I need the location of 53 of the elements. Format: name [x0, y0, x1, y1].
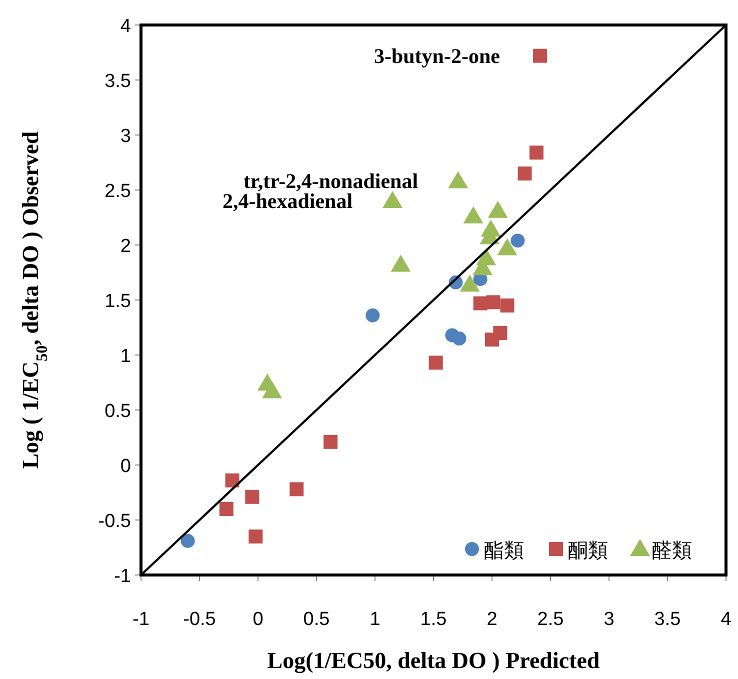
- y-tick-label: 0.5: [104, 401, 131, 422]
- legend-label: 醛類: [652, 538, 692, 562]
- x-tick-label: 0: [252, 609, 264, 630]
- point: [262, 381, 282, 398]
- annotation: tr,tr-2,4-nonadienal: [243, 169, 418, 194]
- point: [428, 356, 443, 370]
- point: [485, 332, 499, 347]
- point: [324, 434, 338, 449]
- point: [248, 530, 263, 544]
- x-tick-label: 1.5: [420, 609, 447, 630]
- point: [180, 534, 195, 548]
- point: [460, 274, 480, 292]
- point: [500, 298, 514, 312]
- point: [225, 473, 240, 488]
- point: [452, 332, 466, 346]
- y-tick-label: 3.5: [104, 71, 131, 92]
- point: [518, 166, 532, 180]
- point: [532, 48, 547, 63]
- y-tick-label: 2.5: [104, 181, 131, 202]
- x-tick-label: -0.5: [183, 609, 216, 630]
- y-tick-label: 4: [120, 16, 132, 37]
- legend-label: 酮類: [568, 538, 608, 562]
- point: [390, 254, 411, 272]
- point: [366, 308, 380, 322]
- point: [473, 296, 488, 310]
- point: [463, 206, 484, 224]
- y-tick-label: 0: [120, 456, 131, 477]
- point: [290, 482, 304, 496]
- annotation: 3-butyn-2-one: [374, 44, 500, 68]
- y-tick-label: -0.5: [98, 511, 131, 532]
- x-tick-label: 4: [720, 609, 732, 630]
- y-tick-label: -1: [114, 566, 131, 587]
- point: [529, 146, 544, 160]
- y-tick-label: 1.5: [104, 291, 131, 312]
- x-tick-label: 3.5: [654, 609, 681, 630]
- point: [510, 234, 525, 248]
- x-tick-label: 2.5: [537, 609, 564, 630]
- point: [245, 490, 260, 504]
- y-tick-label: 3: [120, 126, 131, 147]
- point: [382, 191, 403, 208]
- point: [488, 200, 508, 218]
- y-tick-label: 2: [120, 236, 131, 257]
- point: [486, 295, 500, 310]
- x-tick-label: 0.5: [303, 609, 330, 630]
- x-tick-label: 1: [370, 609, 380, 630]
- x-axis-title: Log(1/EC50, delta DO ) Predicted: [267, 648, 600, 674]
- point: [219, 502, 234, 516]
- point: [448, 171, 468, 188]
- x-tick-label: 2: [486, 609, 498, 630]
- y-tick-label: 1: [120, 346, 131, 367]
- x-tick-label: 3: [604, 609, 614, 630]
- legend-label: 酯類: [484, 538, 524, 562]
- point: [497, 238, 518, 256]
